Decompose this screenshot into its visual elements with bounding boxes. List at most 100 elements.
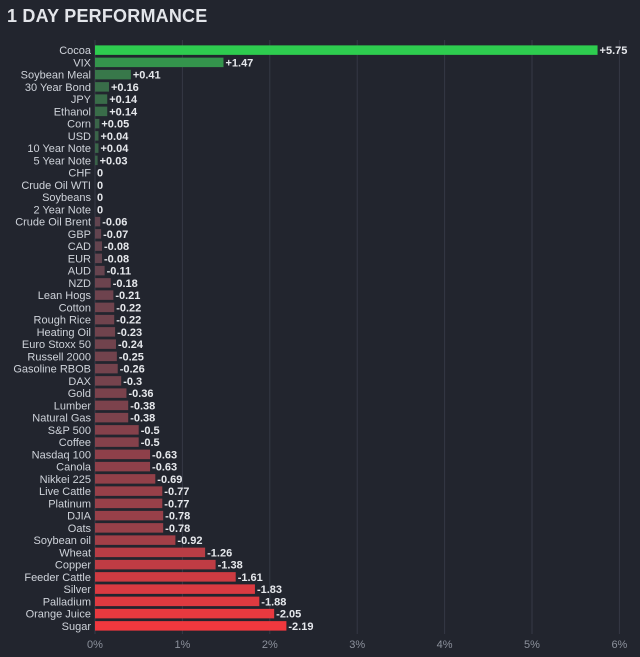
- value-label: +0.41: [133, 70, 161, 82]
- category-label: Oats: [68, 523, 92, 535]
- bar: [95, 241, 102, 251]
- value-label: -0.26: [120, 364, 145, 376]
- bar: [95, 376, 122, 386]
- bar: [95, 425, 139, 435]
- value-label: +0.16: [111, 82, 139, 94]
- bar: [95, 290, 114, 300]
- category-label: Crude Oil Brent: [15, 217, 91, 229]
- value-label: +0.05: [101, 119, 129, 131]
- category-label: Copper: [55, 560, 91, 572]
- value-label: +0.14: [109, 106, 138, 118]
- value-label: -0.25: [119, 351, 144, 363]
- category-label: Soybeans: [42, 192, 91, 204]
- category-label: 5 Year Note: [34, 155, 92, 167]
- category-label: Canola: [56, 462, 92, 474]
- category-label: DJIA: [67, 511, 92, 523]
- value-label: +0.03: [100, 155, 128, 167]
- value-label: +5.75: [600, 45, 628, 57]
- bar: [95, 596, 260, 607]
- bar: [95, 559, 216, 570]
- category-label: Sugar: [62, 621, 92, 633]
- category-label: NZD: [68, 278, 91, 290]
- value-label: 0: [97, 192, 103, 204]
- bar: [95, 253, 102, 264]
- bar: [95, 216, 101, 227]
- value-label: -2.05: [276, 609, 301, 621]
- category-label: AUD: [68, 266, 91, 278]
- value-label: -0.06: [102, 217, 127, 229]
- bar: [95, 314, 115, 325]
- category-label: Feeder Cattle: [24, 572, 91, 584]
- bar: [95, 82, 109, 92]
- bar: [95, 265, 105, 276]
- category-label: Gold: [68, 388, 91, 400]
- category-label: Ethanol: [54, 106, 91, 118]
- value-label: -0.78: [165, 523, 190, 535]
- category-label: Silver: [63, 584, 91, 596]
- bar: [95, 131, 99, 141]
- value-label: 0: [97, 204, 103, 216]
- category-label: Lean Hogs: [38, 290, 92, 302]
- category-label: Natural Gas: [32, 413, 91, 425]
- value-label: -1.83: [257, 584, 282, 596]
- bar: [95, 498, 163, 509]
- bar: [95, 229, 102, 239]
- value-label: 0: [97, 168, 103, 180]
- value-label: -0.22: [116, 315, 141, 327]
- bar: [95, 57, 224, 68]
- value-label: -0.63: [152, 462, 177, 474]
- value-label: -0.77: [164, 498, 189, 510]
- value-label: +0.04: [100, 131, 129, 143]
- category-label: S&P 500: [48, 425, 91, 437]
- bar: [95, 437, 139, 447]
- value-label: -0.08: [104, 241, 129, 253]
- x-tick-label: 1%: [174, 639, 190, 651]
- bar: [95, 69, 131, 80]
- bar: [95, 155, 98, 166]
- value-label: -0.5: [141, 425, 160, 437]
- value-label: -0.23: [117, 327, 142, 339]
- value-label: -0.11: [107, 266, 131, 278]
- value-label: -0.92: [177, 535, 202, 547]
- bar: [95, 339, 116, 349]
- bar: [95, 523, 164, 533]
- category-label: VIX: [73, 57, 91, 69]
- category-label: Wheat: [59, 547, 91, 559]
- bar: [95, 461, 151, 472]
- value-label: -0.21: [115, 290, 140, 302]
- category-label: Gasoline RBOB: [13, 364, 91, 376]
- category-label: JPY: [71, 94, 92, 106]
- value-label: +0.04: [100, 143, 129, 155]
- value-label: -1.26: [207, 547, 232, 559]
- value-label: -1.61: [238, 572, 263, 584]
- bar: [95, 547, 206, 558]
- x-tick-label: 5%: [524, 639, 540, 651]
- bar: [95, 106, 108, 117]
- category-label: USD: [68, 131, 91, 143]
- category-label: Soybean Meal: [21, 70, 91, 82]
- bar: [95, 510, 164, 521]
- category-label: Russell 2000: [27, 351, 91, 363]
- value-label: -1.88: [261, 596, 286, 608]
- value-label: -0.78: [165, 511, 190, 523]
- x-tick-label: 0%: [87, 639, 103, 651]
- value-label: -0.36: [128, 388, 153, 400]
- category-label: GBP: [68, 229, 91, 241]
- category-label: DAX: [68, 376, 91, 388]
- category-label: 2 Year Note: [34, 204, 92, 216]
- value-label: -0.77: [164, 486, 189, 498]
- category-label: Lumber: [54, 400, 92, 412]
- bar: [95, 388, 127, 398]
- value-label: -0.08: [104, 253, 129, 265]
- bar: [95, 584, 255, 594]
- category-label: Palladium: [43, 596, 91, 608]
- value-label: +0.14: [109, 94, 138, 106]
- x-tick-label: 2%: [262, 639, 278, 651]
- category-label: Cocoa: [59, 45, 92, 57]
- category-label: 10 Year Note: [27, 143, 91, 155]
- value-label: -0.63: [152, 449, 177, 461]
- value-label: 0: [97, 180, 103, 192]
- value-label: -0.38: [130, 413, 155, 425]
- category-label: Cotton: [59, 302, 91, 314]
- value-label: -0.18: [113, 278, 138, 290]
